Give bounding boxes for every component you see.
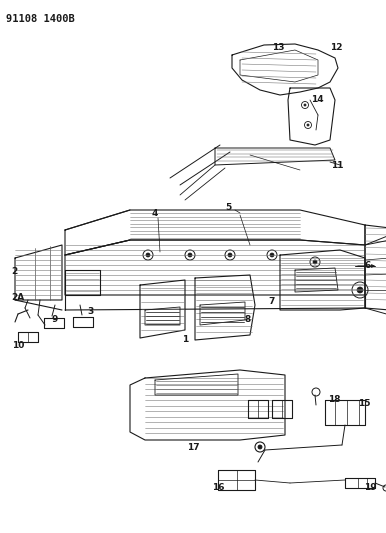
Text: 5: 5 <box>225 204 231 213</box>
Circle shape <box>313 260 317 264</box>
Text: 12: 12 <box>330 44 342 52</box>
Text: 16: 16 <box>212 482 224 491</box>
Text: 15: 15 <box>358 399 370 408</box>
Circle shape <box>146 253 150 257</box>
Circle shape <box>304 104 306 106</box>
Text: 11: 11 <box>331 160 343 169</box>
Text: 19: 19 <box>364 483 376 492</box>
Text: 10: 10 <box>12 341 24 350</box>
Text: 18: 18 <box>328 395 340 405</box>
Text: 7: 7 <box>269 297 275 306</box>
Circle shape <box>270 253 274 257</box>
Text: 6: 6 <box>365 261 371 270</box>
Circle shape <box>188 253 192 257</box>
Text: 1: 1 <box>182 335 188 344</box>
Circle shape <box>357 287 363 293</box>
Text: 14: 14 <box>311 95 323 104</box>
Text: 17: 17 <box>187 442 199 451</box>
Circle shape <box>228 253 232 257</box>
Text: 9: 9 <box>52 316 58 325</box>
Circle shape <box>307 124 309 126</box>
Circle shape <box>258 445 262 449</box>
Text: 4: 4 <box>152 208 158 217</box>
Text: 2: 2 <box>11 268 17 277</box>
Text: 13: 13 <box>272 44 284 52</box>
Text: 2A: 2A <box>11 294 25 303</box>
Text: 91108 1400B: 91108 1400B <box>6 14 75 24</box>
Text: 3: 3 <box>87 308 93 317</box>
Text: 8: 8 <box>245 316 251 325</box>
